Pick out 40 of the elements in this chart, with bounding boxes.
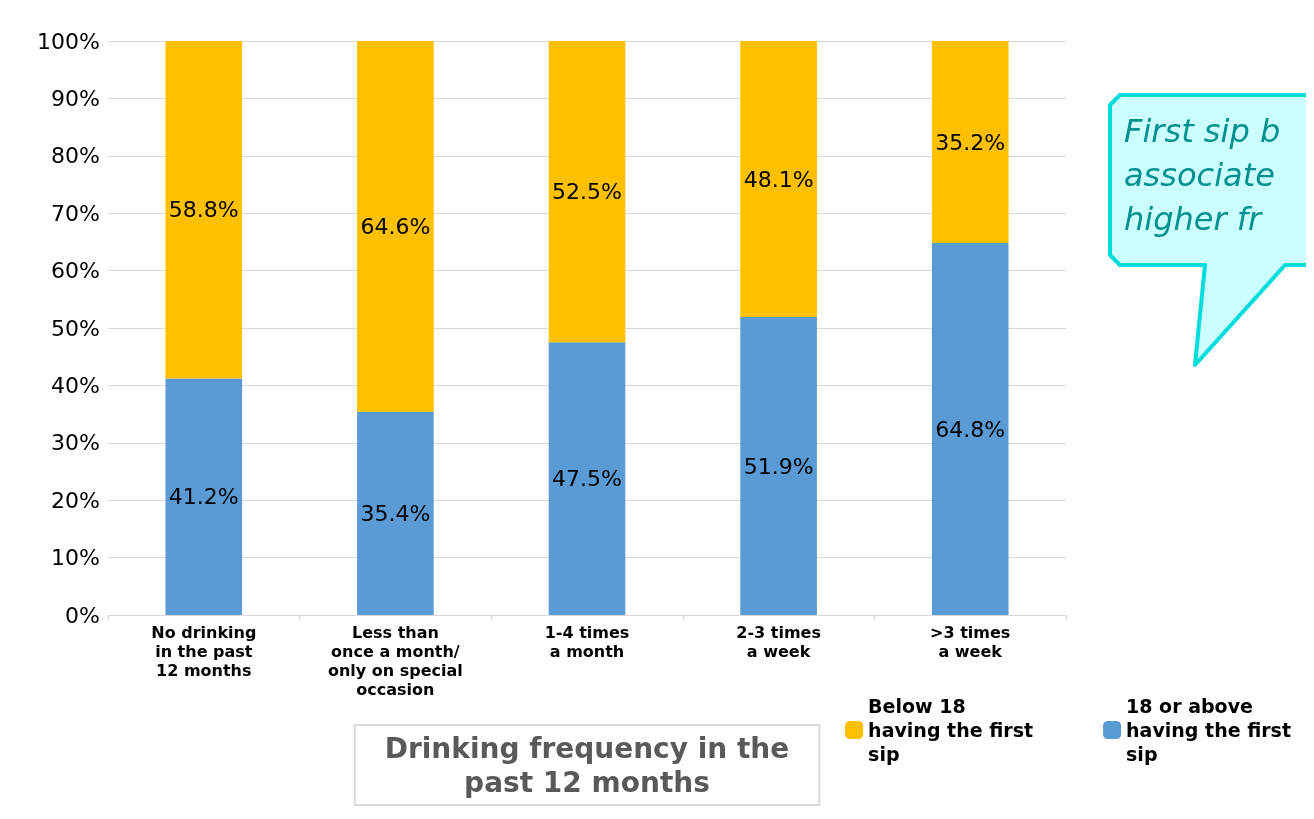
bar	[740, 317, 817, 615]
data-label: 41.2%	[168, 484, 239, 510]
data-label: 51.9%	[743, 453, 814, 479]
y-tick-label: 60%	[51, 258, 100, 284]
bar	[740, 41, 817, 318]
y-tick-label: 20%	[51, 487, 100, 513]
y-tick-label: 80%	[51, 143, 100, 169]
y-tick-label: 10%	[51, 545, 100, 571]
x-tick-label: 1-4 times a month	[544, 623, 630, 661]
data-label: 35.2%	[935, 129, 1006, 155]
data-label: 64.6%	[360, 213, 431, 239]
bar	[165, 378, 243, 615]
bar	[357, 411, 434, 615]
x-tick-label: 2-3 times a week	[736, 623, 821, 661]
y-tick-label: 70%	[51, 200, 100, 226]
legend-label: Below 18 having the first sip	[868, 695, 1034, 765]
y-tick-label: 30%	[51, 430, 100, 456]
x-axis-title: Drinking frequency in the past 12 months	[384, 731, 790, 799]
bar	[165, 41, 243, 379]
bar	[931, 41, 1009, 244]
data-label: 58.8%	[168, 197, 239, 223]
data-label: 64.8%	[935, 416, 1006, 442]
bar	[357, 41, 434, 412]
data-label: 47.5%	[552, 466, 622, 492]
y-tick-label: 100%	[37, 28, 100, 54]
x-tick-label: >3 times a week	[930, 623, 1011, 661]
bar	[931, 243, 1009, 615]
y-tick-label: 90%	[51, 85, 100, 111]
y-tick-label: 50%	[51, 315, 100, 341]
x-tick-label: No drinking in the past 12 months	[151, 623, 257, 680]
data-label: 48.1%	[743, 166, 814, 192]
bar	[548, 41, 626, 343]
legend-label: 18 or above having the first sip	[1126, 695, 1292, 765]
bar	[548, 342, 626, 615]
data-label: 35.4%	[360, 500, 431, 526]
x-tick-label: Less than once a month/ only on special occasion	[327, 623, 463, 699]
data-label: 52.5%	[552, 179, 622, 205]
y-tick-label: 0%	[65, 602, 100, 628]
text: First sip b associate higher fr	[1124, 112, 1281, 238]
y-tick-label: 40%	[51, 372, 100, 398]
